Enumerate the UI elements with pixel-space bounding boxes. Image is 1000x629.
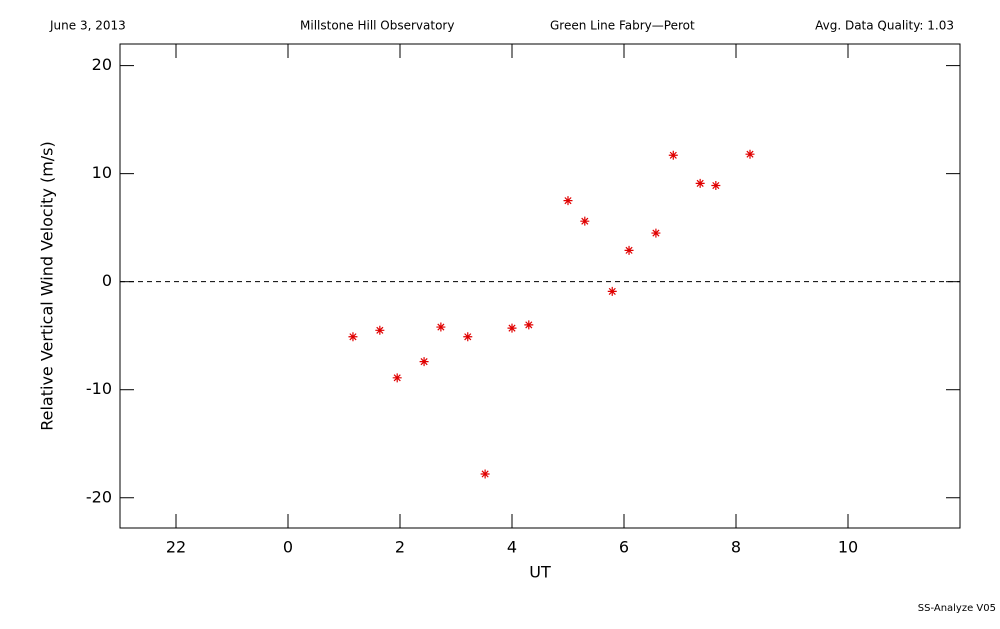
data-point	[624, 245, 634, 255]
x-tick-label: 22	[166, 538, 186, 557]
data-point	[711, 181, 721, 191]
data-point	[651, 228, 661, 238]
data-point	[563, 196, 573, 206]
x-tick-label: 2	[395, 538, 405, 557]
y-tick-label: -10	[86, 379, 112, 398]
footer: SS-Analyze V05	[918, 603, 996, 614]
x-tick-label: 6	[619, 538, 629, 557]
data-point	[668, 150, 678, 160]
x-tick-label: 8	[731, 538, 741, 557]
data-point	[607, 286, 617, 296]
x-tick-label: 10	[838, 538, 858, 557]
data-point	[348, 332, 358, 342]
data-point	[375, 325, 385, 335]
y-axis-label: Relative Vertical Wind Velocity (m/s)	[38, 141, 57, 431]
y-tick-label: -20	[86, 487, 112, 506]
data-point	[436, 322, 446, 332]
quality: Avg. Data Quality: 1.03	[815, 19, 954, 33]
data-point	[695, 178, 705, 188]
plot-frame	[119, 43, 961, 529]
date: June 3, 2013	[49, 19, 126, 33]
y-tick-label: 0	[102, 271, 112, 290]
y-tick-label: 10	[92, 163, 112, 182]
data-point	[580, 216, 590, 226]
data-point	[745, 149, 755, 159]
x-tick-label: 4	[507, 538, 517, 557]
observatory: Millstone Hill Observatory	[300, 19, 454, 33]
data-point	[507, 323, 517, 333]
y-tick-label: 20	[92, 55, 112, 74]
data-point	[419, 357, 429, 367]
x-tick-label: 0	[283, 538, 293, 557]
data-point	[480, 469, 490, 479]
data-point	[463, 332, 473, 342]
instrument: Green Line Fabry—Perot	[550, 19, 695, 33]
data-point	[524, 320, 534, 330]
data-point	[392, 373, 402, 383]
x-axis-label: UT	[529, 563, 551, 582]
